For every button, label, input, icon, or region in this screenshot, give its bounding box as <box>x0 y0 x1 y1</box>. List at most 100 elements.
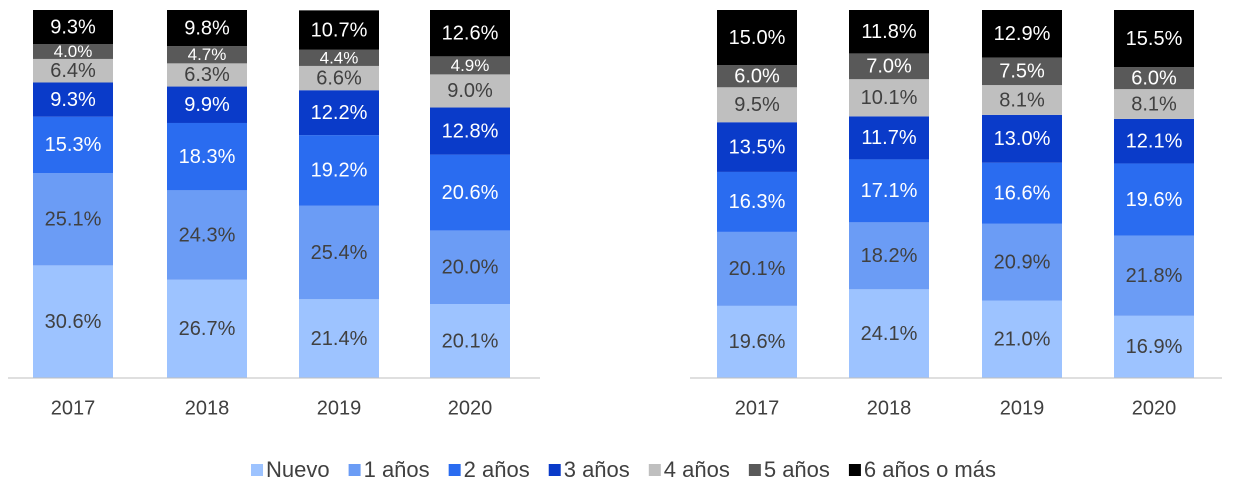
data-label: 11.7% <box>861 127 916 149</box>
data-label: 9.5% <box>734 94 780 116</box>
x-tick-label: 2018 <box>867 397 912 419</box>
bar-segment <box>717 305 797 378</box>
data-label: 15.0% <box>729 27 786 49</box>
x-tick-label: 2017 <box>51 397 96 419</box>
bar-segment <box>167 122 247 191</box>
bar-segment <box>430 304 510 378</box>
data-label: 20.1% <box>442 330 499 352</box>
bar-segment <box>33 58 113 83</box>
bar-segment <box>982 57 1062 86</box>
bar-segment <box>33 82 113 117</box>
bar-segment <box>167 86 247 123</box>
data-label: 9.3% <box>50 16 96 38</box>
bar-segment <box>849 289 929 378</box>
bar-segment <box>33 44 113 59</box>
data-label: 12.6% <box>442 22 499 44</box>
bar-segment <box>33 265 113 378</box>
bar-segment <box>299 205 379 300</box>
bar-segment <box>299 49 379 66</box>
bar-segment <box>717 122 797 172</box>
bar-segment <box>299 65 379 91</box>
bar-segment <box>849 116 929 160</box>
data-label: 13.5% <box>729 136 786 158</box>
x-tick-label: 2017 <box>735 397 780 419</box>
data-label: 4.9% <box>451 56 490 75</box>
data-label: 7.5% <box>999 61 1045 83</box>
bar-segment <box>167 46 247 64</box>
bar-segment <box>33 173 113 266</box>
data-label: 24.1% <box>861 323 918 345</box>
data-label: 19.2% <box>311 160 368 182</box>
bar-segment <box>982 300 1062 378</box>
data-label: 18.3% <box>179 146 236 168</box>
data-label: 25.4% <box>311 242 368 264</box>
legend-label: 3 años <box>564 457 630 482</box>
bar-segment <box>299 90 379 136</box>
data-label: 16.9% <box>1126 336 1183 358</box>
data-label: 10.1% <box>861 87 918 109</box>
data-label: 26.7% <box>179 318 236 340</box>
bar-segment <box>1114 118 1194 164</box>
bar-segment <box>430 154 510 231</box>
legend-swatch <box>251 464 264 476</box>
legend-swatch <box>348 464 361 476</box>
x-tick-label: 2020 <box>448 397 493 419</box>
legend-label: 2 años <box>464 457 530 482</box>
data-label: 6.3% <box>184 64 230 86</box>
bar-segment <box>982 162 1062 224</box>
bar-segment <box>299 135 379 206</box>
data-label: 4.0% <box>54 42 93 61</box>
bar-segment <box>717 231 797 306</box>
data-label: 20.0% <box>442 257 499 279</box>
bar-segment <box>849 159 929 223</box>
x-tick-label: 2020 <box>1132 397 1177 419</box>
legend-label: 1 años <box>364 457 430 482</box>
data-label: 20.9% <box>994 252 1051 274</box>
legend-swatch <box>648 464 661 476</box>
legend-swatch <box>448 464 461 476</box>
data-label: 21.4% <box>311 328 368 350</box>
legend-label: 6 años o más <box>864 457 996 482</box>
legend-swatch <box>548 464 561 476</box>
bar-segment <box>1114 10 1194 68</box>
legend-label: 5 años <box>764 457 830 482</box>
bar-segment <box>430 56 510 75</box>
bar-segment <box>1114 235 1194 316</box>
legend-swatch <box>848 464 861 476</box>
data-label: 16.6% <box>994 183 1051 205</box>
data-label: 4.7% <box>188 45 227 64</box>
data-label: 9.8% <box>184 17 230 39</box>
data-label: 7.0% <box>866 56 912 78</box>
data-label: 12.9% <box>994 23 1051 45</box>
data-label: 6.4% <box>50 60 96 82</box>
data-label: 9.9% <box>184 94 230 116</box>
data-label: 13.0% <box>994 128 1051 150</box>
bar-segment <box>849 53 929 80</box>
data-label: 20.6% <box>442 182 499 204</box>
data-label: 30.6% <box>45 311 102 333</box>
data-label: 15.5% <box>1126 28 1183 50</box>
bar-segment <box>167 190 247 280</box>
data-label: 19.6% <box>1126 189 1183 211</box>
bar-segment <box>982 85 1062 115</box>
data-label: 9.0% <box>447 80 493 102</box>
bar-segment <box>849 10 929 54</box>
data-label: 25.1% <box>45 208 102 230</box>
x-tick-label: 2018 <box>185 397 230 419</box>
data-label: 6.0% <box>1131 67 1177 89</box>
data-label: 6.0% <box>734 66 780 88</box>
bar-segment <box>717 87 797 123</box>
bar-segment <box>430 230 510 305</box>
data-label: 9.3% <box>50 89 96 111</box>
data-label: 8.1% <box>999 89 1045 111</box>
bar-segment <box>849 79 929 117</box>
bar-segment <box>1114 67 1194 90</box>
bar-segment <box>982 114 1062 163</box>
bar-segment <box>1114 89 1194 119</box>
bar-segment <box>430 107 510 155</box>
bar-segment <box>430 74 510 108</box>
bar-segment <box>717 65 797 88</box>
legend-swatch <box>748 464 761 476</box>
data-label: 15.3% <box>45 134 102 156</box>
